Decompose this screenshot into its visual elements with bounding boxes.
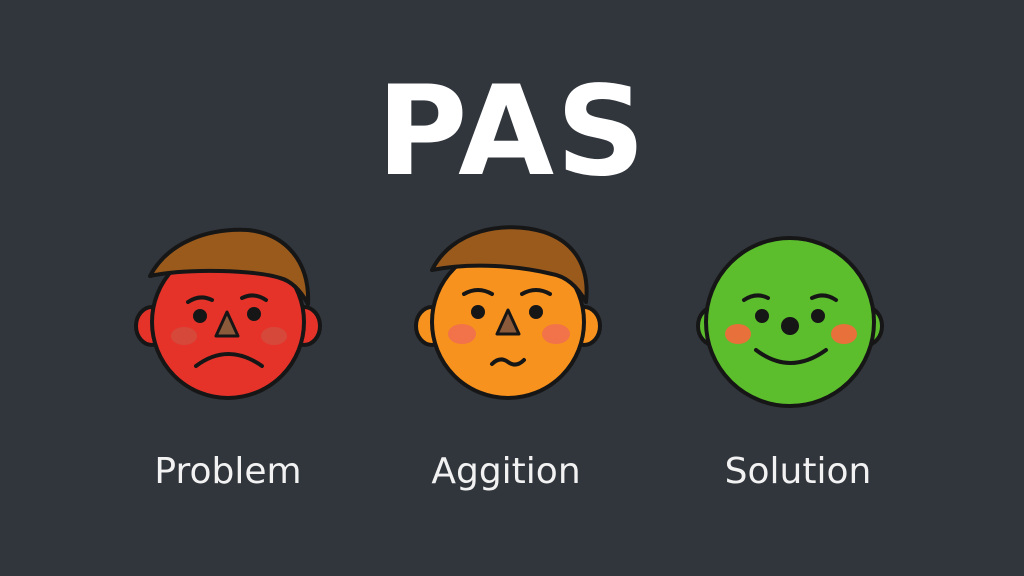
solution-left-cheek	[725, 324, 751, 344]
solution-left-eye	[755, 309, 769, 323]
problem-right-eye	[247, 307, 261, 321]
agitation-mouth	[490, 357, 526, 367]
problem-left-cheek	[171, 327, 197, 345]
agitation-label: Aggition	[431, 451, 581, 492]
problem-nose	[214, 310, 240, 338]
problem-left-eye	[193, 309, 207, 323]
problem-face-icon	[128, 222, 328, 412]
agitation-left-eye	[471, 305, 485, 319]
problem-label: Problem	[154, 451, 302, 492]
solution-face-icon	[690, 222, 890, 412]
solution-nose	[781, 317, 799, 335]
solution-label: Solution	[724, 451, 872, 492]
solution-right-eye	[811, 309, 825, 323]
agitation-left-cheek	[448, 324, 476, 344]
agitation-right-eye	[529, 305, 543, 319]
agitation-nose	[495, 308, 521, 336]
solution-left-brow	[742, 293, 770, 302]
diagram-title: PAS	[376, 60, 648, 204]
solution-right-cheek	[831, 324, 857, 344]
agitation-right-cheek	[542, 324, 570, 344]
problem-right-brow	[240, 293, 268, 302]
problem-hair	[148, 227, 311, 306]
agitation-right-brow	[520, 288, 552, 296]
problem-left-brow	[186, 295, 214, 304]
solution-mouth	[754, 348, 828, 365]
solution-right-brow	[810, 293, 838, 302]
agitation-left-brow	[462, 288, 494, 296]
problem-mouth	[194, 352, 264, 368]
agitation-hair	[430, 225, 589, 304]
problem-right-cheek	[261, 327, 287, 345]
agitation-face-icon	[408, 222, 608, 412]
